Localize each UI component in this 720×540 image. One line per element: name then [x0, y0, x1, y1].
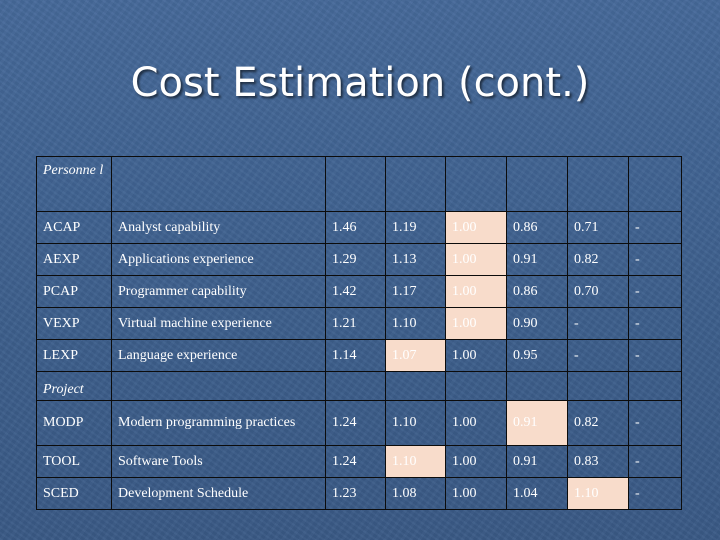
section-header-row: Personne l	[36, 156, 682, 212]
rating-value-highlighted: 1.00	[445, 275, 507, 308]
driver-code: PCAP	[36, 275, 112, 308]
header-cell	[445, 371, 507, 401]
table-row: MODP Modern programming practices 1.24 1.10…	[36, 400, 682, 446]
driver-name: Modern programming practices	[111, 400, 326, 446]
driver-code: LEXP	[36, 339, 112, 372]
rating-value: -	[628, 243, 682, 276]
rating-value: 0.91	[506, 243, 568, 276]
rating-value: 0.71	[567, 211, 629, 244]
rating-value: 1.46	[325, 211, 386, 244]
rating-value: 0.83	[567, 445, 629, 478]
header-cell	[385, 371, 446, 401]
rating-value: 1.04	[506, 477, 568, 510]
header-cell	[628, 371, 682, 401]
driver-code: MODP	[36, 400, 112, 446]
rating-value: 0.95	[506, 339, 568, 372]
header-cell	[325, 156, 386, 212]
rating-value: -	[628, 445, 682, 478]
rating-value: 1.13	[385, 243, 446, 276]
header-cell	[506, 371, 568, 401]
rating-value: 1.24	[325, 400, 386, 446]
rating-value: 1.10	[385, 307, 446, 340]
rating-value: 1.42	[325, 275, 386, 308]
rating-value: 1.19	[385, 211, 446, 244]
rating-value: 1.00	[445, 339, 507, 372]
driver-name: Development Schedule	[111, 477, 326, 510]
rating-value: 1.14	[325, 339, 386, 372]
table-row: TOOL Software Tools 1.24 1.10 1.00 0.91 0.83-	[36, 445, 682, 478]
rating-value: 0.91	[506, 445, 568, 478]
rating-value: -	[628, 211, 682, 244]
slide-title: Cost Estimation (cont.)	[130, 60, 590, 106]
rating-value: -	[628, 275, 682, 308]
section-header-row: Project	[36, 371, 682, 401]
rating-value-highlighted: 1.10	[385, 445, 446, 478]
rating-value-highlighted: 1.00	[445, 211, 507, 244]
cost-driver-table: Personne l ACAP Analyst capability 1.46 1.19…	[36, 156, 682, 510]
rating-value: 0.86	[506, 211, 568, 244]
rating-value-highlighted: 1.07	[385, 339, 446, 372]
rating-value: 1.17	[385, 275, 446, 308]
driver-name: Software Tools	[111, 445, 326, 478]
rating-value: 0.82	[567, 400, 629, 446]
rating-value: -	[628, 400, 682, 446]
rating-value: -	[628, 307, 682, 340]
header-cell	[628, 156, 682, 212]
rating-value: -	[567, 339, 629, 372]
driver-code: VEXP	[36, 307, 112, 340]
driver-name: Applications experience	[111, 243, 326, 276]
rating-value: 0.90	[506, 307, 568, 340]
rating-value: 1.10	[385, 400, 446, 446]
rating-value: 1.24	[325, 445, 386, 478]
header-cell	[506, 156, 568, 212]
rating-value: 0.86	[506, 275, 568, 308]
table-row: VEXP Virtual machine experience 1.21 1.10 1.…	[36, 307, 682, 340]
driver-code: ACAP	[36, 211, 112, 244]
table-row: LEXP Language experience 1.14 1.07 1.00 0.95-…	[36, 339, 682, 372]
rating-value: -	[628, 339, 682, 372]
rating-value: 1.00	[445, 400, 507, 446]
header-cell	[385, 156, 446, 212]
driver-code: SCED	[36, 477, 112, 510]
table-row: PCAP Programmer capability 1.42 1.17 1.00 0.8…	[36, 275, 682, 308]
rating-value: 1.00	[445, 445, 507, 478]
driver-name: Analyst capability	[111, 211, 326, 244]
rating-value: -	[567, 307, 629, 340]
driver-name: Virtual machine experience	[111, 307, 326, 340]
driver-code: AEXP	[36, 243, 112, 276]
rating-value: 0.70	[567, 275, 629, 308]
rating-value: 1.21	[325, 307, 386, 340]
rating-value: -	[628, 477, 682, 510]
rating-value-highlighted: 1.00	[445, 243, 507, 276]
table-row: ACAP Analyst capability 1.46 1.19 1.00 0.86 0.…	[36, 211, 682, 244]
rating-value-highlighted: 0.91	[506, 400, 568, 446]
header-cell	[567, 156, 629, 212]
section-label: Personne l	[36, 156, 112, 212]
header-cell	[445, 156, 507, 212]
rating-value-highlighted: 1.10	[567, 477, 629, 510]
section-label: Project	[36, 371, 112, 401]
rating-value: 1.23	[325, 477, 386, 510]
header-cell	[325, 371, 386, 401]
driver-code: TOOL	[36, 445, 112, 478]
header-cell	[111, 156, 326, 212]
header-cell	[111, 371, 326, 401]
driver-name: Programmer capability	[111, 275, 326, 308]
rating-value: 1.08	[385, 477, 446, 510]
table-row: SCED Development Schedule 1.23 1.08 1.00 1.04…	[36, 477, 682, 510]
rating-value: 0.82	[567, 243, 629, 276]
rating-value: 1.00	[445, 477, 507, 510]
table-row: AEXP Applications experience 1.29 1.13 1.00 0…	[36, 243, 682, 276]
rating-value: 1.29	[325, 243, 386, 276]
header-cell	[567, 371, 629, 401]
rating-value-highlighted: 1.00	[445, 307, 507, 340]
driver-name: Language experience	[111, 339, 326, 372]
